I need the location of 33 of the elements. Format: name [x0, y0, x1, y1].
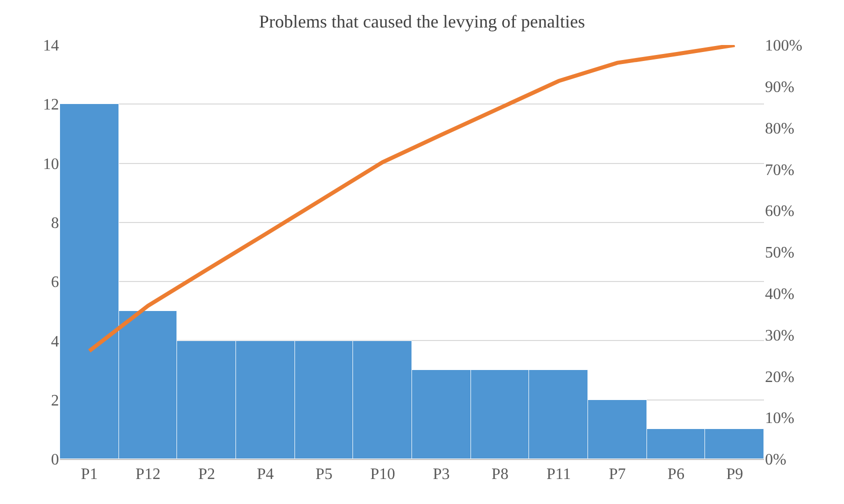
y-tick-label: 0 — [51, 452, 59, 469]
x-tick-label: P6 — [668, 466, 684, 484]
x-tick-label: P8 — [492, 466, 508, 484]
chart-title: Problems that caused the levying of penalties — [259, 12, 585, 32]
x-tick-label: P3 — [432, 466, 450, 484]
y2-tick-label: 30% — [765, 327, 794, 344]
y2-tick-label: 90% — [765, 79, 794, 96]
y2-tick-label: 70% — [765, 162, 794, 179]
y-tick-label: 8 — [51, 215, 59, 232]
line-series — [87, 45, 737, 353]
y2-tick-label: 100% — [765, 38, 802, 55]
y2-tick-label: 60% — [765, 203, 794, 220]
y-tick-label: 14 — [43, 38, 59, 55]
x-tick-label: P11 — [546, 466, 571, 484]
y-tick-label: 4 — [51, 333, 59, 350]
x-tick-label: P9 — [726, 466, 744, 484]
y2-tick-label: 10% — [765, 410, 794, 428]
x-tick-label: P2 — [198, 466, 216, 484]
x-tick-label: P10 — [370, 466, 396, 484]
x-tick-label: P1 — [80, 466, 98, 484]
y-tick-label: 12 — [43, 96, 59, 114]
y2-tick-label: 40% — [765, 286, 794, 303]
x-tick-label: P12 — [136, 466, 160, 484]
x-tick-label: P7 — [608, 466, 626, 484]
x-tick-label: P4 — [256, 466, 274, 484]
y-tick-label: 6 — [51, 274, 59, 292]
y2-tick-label: 0% — [765, 452, 786, 469]
x-tick-label: P5 — [316, 466, 332, 484]
y-tick-label: 2 — [51, 392, 59, 410]
y-tick-label: 10 — [43, 156, 59, 173]
y2-tick-label: 50% — [765, 244, 794, 262]
y2-tick-label: 20% — [765, 368, 794, 386]
y2-tick-label: 80% — [765, 120, 794, 138]
